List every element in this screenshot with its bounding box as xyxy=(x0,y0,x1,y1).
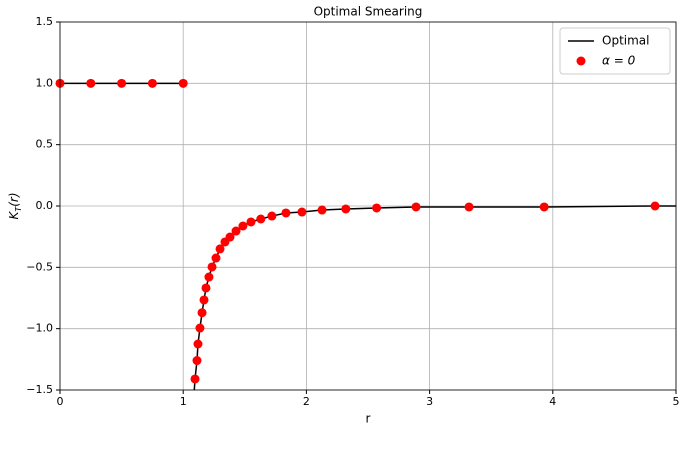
point xyxy=(117,78,127,88)
y-tick-label: −1.0 xyxy=(26,322,53,335)
point xyxy=(199,295,209,305)
y-tick-label: 1.5 xyxy=(36,15,54,28)
y-tick-label: 1.0 xyxy=(36,76,54,89)
point xyxy=(246,217,256,227)
point xyxy=(211,253,221,263)
point xyxy=(201,283,211,293)
point xyxy=(195,323,205,333)
point xyxy=(464,202,474,212)
point xyxy=(267,211,277,221)
chart-title: Optimal Smearing xyxy=(314,5,423,19)
y-tick-label: −1.5 xyxy=(26,383,53,396)
point xyxy=(178,78,188,88)
point xyxy=(204,272,214,282)
point xyxy=(341,204,351,214)
point xyxy=(192,356,202,366)
point xyxy=(193,339,203,349)
point xyxy=(539,202,549,212)
point xyxy=(147,78,157,88)
legend-label: Optimal xyxy=(602,34,649,48)
y-axis-label: KT(r) xyxy=(7,192,24,219)
plot-frame xyxy=(59,21,677,391)
point xyxy=(281,208,291,218)
x-tick-label: 1 xyxy=(180,395,187,408)
y-tick-label: −0.5 xyxy=(26,260,53,273)
point xyxy=(197,308,207,318)
point xyxy=(225,232,235,242)
point xyxy=(190,374,200,384)
legend-swatch xyxy=(576,56,586,66)
point xyxy=(317,205,327,215)
x-tick-label: 5 xyxy=(673,395,680,408)
y-tick-label: 0.5 xyxy=(36,138,54,151)
x-tick-label: 2 xyxy=(303,395,310,408)
point xyxy=(256,214,266,224)
point xyxy=(215,244,225,254)
x-axis-label: r xyxy=(366,412,371,426)
point xyxy=(231,226,241,236)
x-tick-label: 3 xyxy=(426,395,433,408)
x-tick-label: 0 xyxy=(57,395,64,408)
point xyxy=(650,201,660,211)
line xyxy=(60,82,676,390)
legend-label: α = 0 xyxy=(602,54,636,68)
point xyxy=(297,207,307,217)
point xyxy=(238,221,248,231)
point xyxy=(86,78,96,88)
y-tick-label: 0.0 xyxy=(36,199,54,212)
x-tick-label: 4 xyxy=(549,395,556,408)
point xyxy=(411,202,421,212)
point xyxy=(372,203,382,213)
legend-box xyxy=(559,27,671,75)
point xyxy=(207,262,217,272)
